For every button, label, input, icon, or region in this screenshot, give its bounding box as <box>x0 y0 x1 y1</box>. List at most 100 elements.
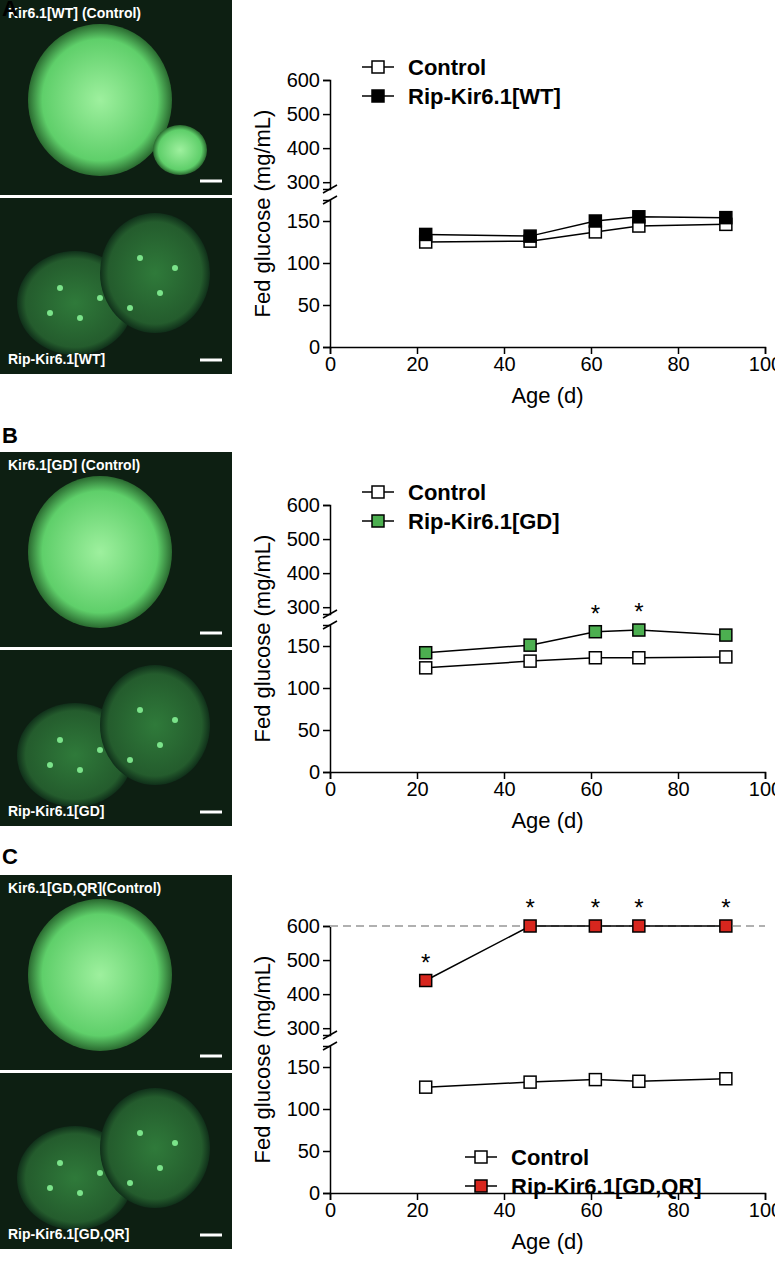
x-tick: 60 <box>580 347 602 375</box>
y-tick: 400 <box>287 983 330 1005</box>
vesicle <box>77 767 83 773</box>
y-tick-label: 400 <box>287 137 320 159</box>
y-tick-label: 400 <box>287 562 320 584</box>
y-tick-label: 300 <box>287 1017 320 1039</box>
image-label: Rip-Kir6.1[WT] <box>8 351 105 367</box>
y-tick-label: 400 <box>287 983 320 1005</box>
scale-bar <box>200 359 222 362</box>
panel: Kir6.1[GD,QR](Control)Rip-Kir6.1[GD,QR] C… <box>0 844 775 1254</box>
y-tick-label: 0 <box>309 336 320 358</box>
data-point <box>720 651 732 663</box>
cell <box>153 125 207 175</box>
vesicle <box>77 1190 83 1196</box>
axis-break <box>323 196 337 204</box>
x-tick-label: 100 <box>749 1199 775 1221</box>
y-tick-label: 300 <box>287 171 320 193</box>
y-axis: 050100150 <box>287 626 331 783</box>
panel-label: A <box>2 0 18 21</box>
y-tick-label: 300 <box>287 596 320 618</box>
scale-bar <box>200 1234 222 1237</box>
y-tick: 600 <box>287 494 330 516</box>
x-tick: 0 <box>325 1193 336 1221</box>
axis-break <box>323 185 337 193</box>
vesicle <box>127 757 133 763</box>
x-axis-line <box>331 773 766 780</box>
y-tick-mark <box>323 688 330 690</box>
y-tick-mark <box>323 960 330 962</box>
legend-label: Control <box>511 1145 589 1170</box>
y-tick: 600 <box>287 69 330 91</box>
scale-bar <box>200 811 222 814</box>
panel-label: B <box>2 423 18 448</box>
x-tick: 20 <box>406 772 428 800</box>
y-tick-label: 150 <box>287 635 320 657</box>
data-point <box>589 1074 601 1086</box>
axis-break <box>323 1031 337 1039</box>
y-tick-mark <box>323 148 330 150</box>
data-point <box>720 1073 732 1085</box>
y-tick-mark <box>323 1028 330 1030</box>
image-background <box>0 198 232 374</box>
micrograph: Rip-Kir6.1[WT] <box>0 198 232 374</box>
y-tick-label: 600 <box>287 915 320 937</box>
y-tick: 500 <box>287 949 330 971</box>
significance-marker: * <box>634 598 643 625</box>
image-label: Rip-Kir6.1[GD] <box>8 803 104 819</box>
cell <box>28 476 172 628</box>
y-tick: 500 <box>287 103 330 125</box>
data-point <box>420 1081 432 1093</box>
scale-bar <box>200 632 222 635</box>
scale-bar <box>200 1055 222 1058</box>
scale-bar <box>200 180 222 183</box>
y-tick-mark <box>323 1193 330 1195</box>
data-point <box>633 624 645 636</box>
x-tick-label: 20 <box>406 1199 428 1221</box>
x-tick: 0 <box>325 347 336 375</box>
y-tick: 100 <box>287 1098 330 1120</box>
vesicle <box>157 742 163 748</box>
y-tick-label: 600 <box>287 69 320 91</box>
y-axis-line <box>323 927 331 1036</box>
plot-clip <box>420 211 732 248</box>
vesicle <box>137 707 143 713</box>
y-tick-label: 100 <box>287 1098 320 1120</box>
legend: Control Rip-Kir6.1[GD] <box>362 480 560 534</box>
x-tick-label: 0 <box>325 778 336 800</box>
y-tick-label: 600 <box>287 494 320 516</box>
legend-label: Rip-Kir6.1[WT] <box>408 84 561 109</box>
y-tick: 300 <box>287 596 330 618</box>
micrograph: Rip-Kir6.1[GD,QR] <box>0 1073 232 1249</box>
legend-label: Control <box>408 480 486 505</box>
y-tick: 100 <box>287 677 330 699</box>
y-tick-mark <box>323 114 330 116</box>
y-tick-mark <box>323 607 330 609</box>
micrograph: Kir6.1[GD,QR](Control) <box>0 875 232 1070</box>
y-axis-line <box>323 1047 331 1194</box>
significance-marker: * <box>591 600 600 627</box>
y-tick-mark <box>323 994 330 996</box>
image-background <box>0 452 232 647</box>
panel: Kir6.1[WT] (Control)Rip-Kir6.1[WT]A05010… <box>0 0 775 408</box>
x-tick: 100 <box>749 347 775 375</box>
series-line <box>426 1079 726 1087</box>
y-axis: 300400500600 <box>287 494 331 618</box>
legend-label: Rip-Kir6.1[GD] <box>408 509 560 534</box>
x-tick-label: 60 <box>580 778 602 800</box>
x-axis: 020406080100 <box>325 772 775 800</box>
y-tick-mark <box>323 182 330 184</box>
panel: Kir6.1[GD] (Control)Rip-Kir6.1[GD]B05010… <box>0 423 775 833</box>
legend-item: Control <box>362 55 486 80</box>
legend-item: Control <box>362 480 486 505</box>
vesicle <box>57 285 63 291</box>
data-point <box>589 652 601 664</box>
y-tick: 150 <box>287 635 330 657</box>
micrograph: Rip-Kir6.1[GD] <box>0 650 232 826</box>
legend-item: Rip-Kir6.1[GD] <box>362 509 560 534</box>
y-tick-label: 0 <box>309 761 320 783</box>
vesicle <box>157 1165 163 1171</box>
x-tick-label: 60 <box>580 1199 602 1221</box>
data-point <box>420 647 432 659</box>
y-tick: 150 <box>287 1056 330 1078</box>
x-tick-label: 100 <box>749 778 775 800</box>
y-tick-label: 150 <box>287 1056 320 1078</box>
